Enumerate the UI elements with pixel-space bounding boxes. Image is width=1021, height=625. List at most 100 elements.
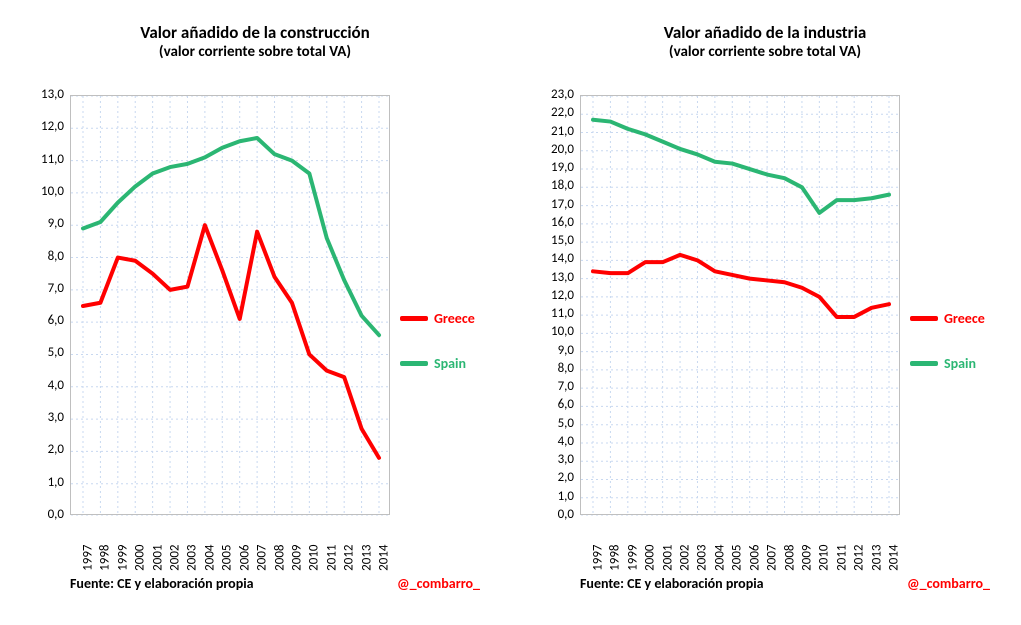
x-tick-label: 2009 <box>799 545 814 581</box>
y-tick-label: 5,0 <box>540 416 574 431</box>
y-tick-label: 9,0 <box>30 216 64 231</box>
y-tick-label: 2,0 <box>30 442 64 457</box>
series-line-greece <box>593 255 889 317</box>
legend-swatch-spain <box>910 361 938 366</box>
x-tick-label: 1999 <box>115 545 130 581</box>
chart-svg <box>581 96 901 516</box>
y-tick-label: 4,0 <box>30 378 64 393</box>
x-tick-label: 2000 <box>643 545 658 581</box>
x-tick-label: 2012 <box>342 545 357 581</box>
x-tick-label: 2004 <box>712 545 727 581</box>
legend-label-spain: Spain <box>944 355 976 372</box>
y-tick-label: 10,0 <box>540 324 574 339</box>
legend-swatch-greece <box>910 316 938 321</box>
attribution-text: @_combarro_ <box>907 575 990 592</box>
y-tick-label: 13,0 <box>30 87 64 102</box>
x-tick-label: 2005 <box>220 545 235 581</box>
chart-svg <box>71 96 391 516</box>
y-tick-label: 19,0 <box>540 160 574 175</box>
y-tick-label: 14,0 <box>540 251 574 266</box>
legend-label-spain: Spain <box>434 355 466 372</box>
y-tick-label: 0,0 <box>540 507 574 522</box>
y-tick-label: 23,0 <box>540 87 574 102</box>
chart-panel-industry: Valor añadido de la industria (valor cor… <box>510 0 1020 625</box>
footer-attrib: @_combarro_ <box>397 575 480 592</box>
legend-swatch-spain <box>400 361 428 366</box>
legend-item-spain: Spain <box>910 355 985 372</box>
legend-swatch-greece <box>400 316 428 321</box>
legend-item-spain: Spain <box>400 355 475 372</box>
legend-item-greece: Greece <box>910 310 985 327</box>
y-tick-label: 22,0 <box>540 105 574 120</box>
chart-subtitle: (valor corriente sobre total VA) <box>0 43 510 61</box>
x-tick-label: 2009 <box>289 545 304 581</box>
legend-label-greece: Greece <box>944 310 985 327</box>
x-tick-label: 2007 <box>765 545 780 581</box>
y-tick-label: 11,0 <box>30 152 64 167</box>
y-tick-label: 13,0 <box>540 270 574 285</box>
x-tick-label: 2003 <box>185 545 200 581</box>
chart-title: Valor añadido de la construcción <box>0 22 510 43</box>
plot-area <box>580 95 900 515</box>
x-tick-label: 2011 <box>834 545 849 581</box>
y-tick-label: 7,0 <box>540 379 574 394</box>
y-tick-label: 3,0 <box>540 452 574 467</box>
plot-area <box>70 95 390 515</box>
x-tick-label: 2005 <box>730 545 745 581</box>
x-tick-label: 2014 <box>377 545 392 581</box>
x-tick-label: 2003 <box>695 545 710 581</box>
y-tick-label: 15,0 <box>540 233 574 248</box>
x-tick-label: 2014 <box>887 545 902 581</box>
legend-label-greece: Greece <box>434 310 475 327</box>
y-tick-label: 7,0 <box>30 281 64 296</box>
title-block: Valor añadido de la industria (valor cor… <box>510 22 1020 61</box>
x-tick-label: 2000 <box>133 545 148 581</box>
x-tick-label: 1999 <box>625 545 640 581</box>
x-tick-label: 2004 <box>202 545 217 581</box>
x-tick-label: 2001 <box>150 545 165 581</box>
chart-subtitle: (valor corriente sobre total VA) <box>510 43 1020 61</box>
x-tick-label: 2008 <box>272 545 287 581</box>
y-tick-label: 1,0 <box>540 489 574 504</box>
y-tick-label: 20,0 <box>540 142 574 157</box>
x-tick-label: 2008 <box>782 545 797 581</box>
x-tick-label: 2013 <box>359 545 374 581</box>
footer-attrib: @_combarro_ <box>907 575 990 592</box>
x-tick-label: 2006 <box>747 545 762 581</box>
title-block: Valor añadido de la construcción (valor … <box>0 22 510 61</box>
y-tick-label: 9,0 <box>540 343 574 358</box>
x-tick-label: 2011 <box>324 545 339 581</box>
series-line-spain <box>593 120 889 213</box>
y-tick-label: 0,0 <box>30 507 64 522</box>
y-tick-label: 10,0 <box>30 184 64 199</box>
legend-item-greece: Greece <box>400 310 475 327</box>
y-tick-label: 4,0 <box>540 434 574 449</box>
y-tick-label: 12,0 <box>540 288 574 303</box>
y-tick-label: 3,0 <box>30 410 64 425</box>
y-tick-label: 1,0 <box>30 475 64 490</box>
y-tick-label: 21,0 <box>540 124 574 139</box>
y-tick-label: 12,0 <box>30 119 64 134</box>
x-tick-label: 2007 <box>255 545 270 581</box>
attribution-text: @_combarro_ <box>397 575 480 592</box>
y-tick-label: 8,0 <box>540 361 574 376</box>
x-tick-label: 1998 <box>608 545 623 581</box>
x-tick-label: 2002 <box>168 545 183 581</box>
y-tick-label: 17,0 <box>540 197 574 212</box>
x-tick-label: 1997 <box>591 545 606 581</box>
x-tick-label: 1997 <box>81 545 96 581</box>
y-tick-label: 16,0 <box>540 215 574 230</box>
x-tick-label: 2013 <box>869 545 884 581</box>
x-tick-label: 2002 <box>678 545 693 581</box>
x-tick-label: 2001 <box>660 545 675 581</box>
x-tick-label: 2006 <box>237 545 252 581</box>
y-tick-label: 5,0 <box>30 345 64 360</box>
y-tick-label: 2,0 <box>540 470 574 485</box>
y-tick-label: 18,0 <box>540 178 574 193</box>
legend: Greece Spain <box>910 310 985 400</box>
x-tick-label: 2010 <box>307 545 322 581</box>
y-tick-label: 11,0 <box>540 306 574 321</box>
x-tick-label: 1998 <box>98 545 113 581</box>
y-tick-label: 6,0 <box>540 397 574 412</box>
series-line-spain <box>83 138 379 335</box>
